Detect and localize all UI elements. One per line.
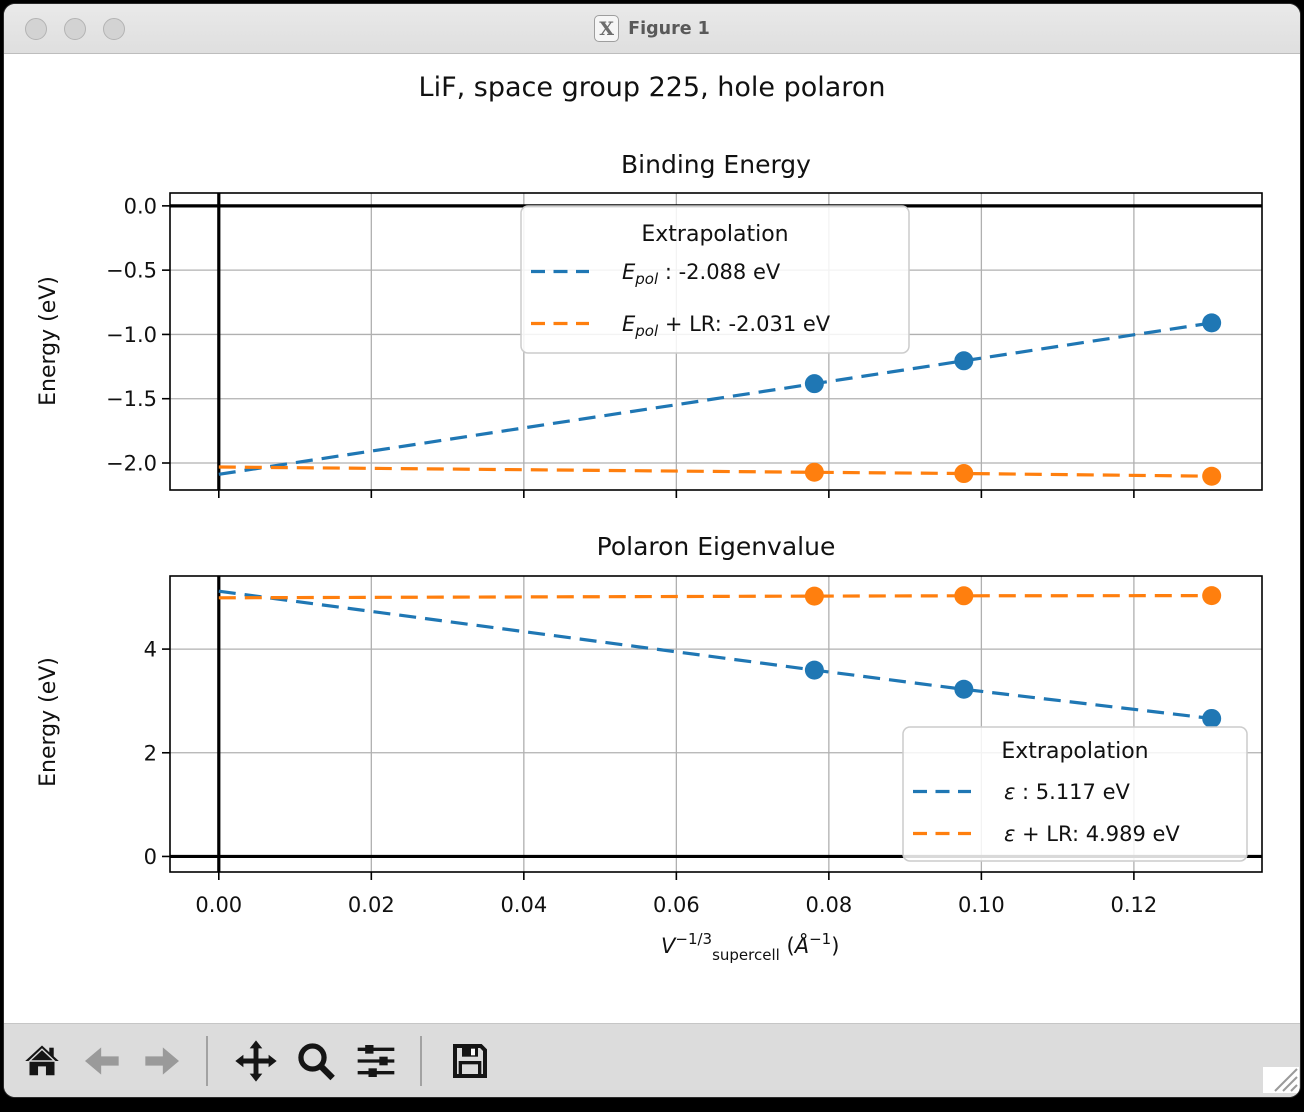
back-arrow-icon bbox=[85, 1047, 119, 1075]
data-point bbox=[1202, 586, 1222, 606]
series-line bbox=[218, 465, 1212, 478]
window-controls bbox=[25, 17, 125, 40]
window-title: Figure 1 bbox=[628, 18, 710, 39]
series-line bbox=[218, 594, 1212, 600]
data-point bbox=[954, 464, 974, 484]
x-tick-label: 0.02 bbox=[348, 893, 395, 917]
x-tick-label: 0.08 bbox=[805, 893, 852, 917]
window-minimize-button[interactable] bbox=[64, 17, 86, 40]
series-line bbox=[218, 589, 1212, 721]
y-tick-label: 2 bbox=[144, 741, 157, 765]
legend: Extrapolation ε : 5.117 eV ε + LR: 4.989 e… bbox=[902, 726, 1248, 862]
legend-title: Extrapolation bbox=[641, 222, 788, 247]
figure-suptitle: LiF, space group 225, hole polaron bbox=[419, 72, 886, 103]
x-tick-label: 0.00 bbox=[195, 893, 242, 917]
magnifier-icon bbox=[298, 1043, 335, 1081]
y-tick-label: 4 bbox=[144, 638, 157, 662]
data-point bbox=[1202, 708, 1222, 728]
data-point bbox=[954, 586, 974, 606]
x-tick-label: 0.06 bbox=[653, 893, 700, 917]
legend-entry-label: Epol + LR: -2.031 eV bbox=[622, 312, 831, 340]
toolbar-separator bbox=[206, 1036, 208, 1086]
axes-title: Polaron Eigenvalue bbox=[597, 532, 836, 561]
figure-window: X Figure 1 LiF, space group 225, hole po… bbox=[4, 4, 1300, 1097]
home-button[interactable] bbox=[20, 1035, 64, 1087]
y-tick-label: −1.0 bbox=[106, 323, 157, 347]
polaron-eigenvalue-chart: 0.00 0.02 0.04 0.06 0.08 0.10 0.12 0 2 4 Polaron E… bbox=[36, 532, 1263, 964]
figure-canvas: LiF, space group 225, hole polaron 0.0 −0.… bbox=[4, 54, 1300, 1023]
home-icon bbox=[25, 1045, 59, 1076]
data-point bbox=[804, 462, 824, 482]
titlebar[interactable]: X Figure 1 bbox=[4, 4, 1300, 54]
y-tick-label: −1.5 bbox=[106, 387, 157, 411]
forward-button[interactable] bbox=[140, 1035, 184, 1087]
sliders-icon bbox=[357, 1045, 395, 1077]
zoom-to-rect-button[interactable] bbox=[294, 1035, 338, 1087]
y-tick-label: 0.0 bbox=[124, 194, 157, 218]
axes-title: Binding Energy bbox=[621, 150, 811, 179]
y-tick-label: −0.5 bbox=[106, 259, 157, 283]
y-axis-label: Energy (eV) bbox=[36, 276, 61, 406]
legend-entry-label: Epol : -2.088 eV bbox=[622, 260, 781, 288]
legend-entry-label: ε + LR: 4.989 eV bbox=[1004, 822, 1180, 846]
data-point bbox=[1202, 313, 1222, 333]
binding-energy-chart: 0.0 −0.5 −1.0 −1.5 −2.0 Binding Energy Energy … bbox=[36, 150, 1263, 498]
data-point bbox=[1202, 466, 1222, 486]
resize-grip-icon bbox=[1274, 1068, 1298, 1092]
window-title-group: X Figure 1 bbox=[4, 15, 1300, 42]
configure-subplots-button[interactable] bbox=[354, 1035, 398, 1087]
save-floppy-icon bbox=[453, 1044, 487, 1078]
plot-area: LiF, space group 225, hole polaron 0.0 −0.… bbox=[36, 72, 1263, 964]
toolbar-separator bbox=[420, 1036, 422, 1086]
legend: Extrapolation Epol : -2.088 eV Epol + LR: … bbox=[520, 205, 910, 354]
x-axis-label: V−1/3supercell (Å−1) bbox=[661, 930, 839, 964]
y-tick-label: −2.0 bbox=[106, 452, 157, 476]
x-tick-label: 0.12 bbox=[1111, 893, 1158, 917]
series-line bbox=[218, 321, 1212, 476]
pan-button[interactable] bbox=[234, 1035, 278, 1087]
pan-icon bbox=[235, 1040, 277, 1082]
data-point bbox=[804, 660, 824, 680]
y-axis-label: Energy (eV) bbox=[36, 657, 61, 787]
window-close-button[interactable] bbox=[25, 17, 47, 40]
x-tick-label: 0.04 bbox=[500, 893, 547, 917]
y-tick-label: 0 bbox=[144, 845, 157, 869]
legend-entry-label: ε : 5.117 eV bbox=[1004, 780, 1130, 804]
legend-title: Extrapolation bbox=[1001, 739, 1148, 764]
x-tick-label: 0.10 bbox=[958, 893, 1005, 917]
resize-grip[interactable] bbox=[1263, 1067, 1299, 1093]
forward-arrow-icon bbox=[145, 1047, 179, 1075]
back-button[interactable] bbox=[80, 1035, 124, 1087]
data-point bbox=[954, 351, 974, 371]
data-point bbox=[804, 586, 824, 606]
window-zoom-button[interactable] bbox=[103, 17, 125, 40]
data-point bbox=[954, 679, 974, 699]
matplotlib-toolbar bbox=[4, 1023, 1300, 1097]
data-point bbox=[804, 374, 824, 394]
save-button[interactable] bbox=[448, 1035, 492, 1087]
x11-app-icon: X bbox=[594, 15, 620, 42]
